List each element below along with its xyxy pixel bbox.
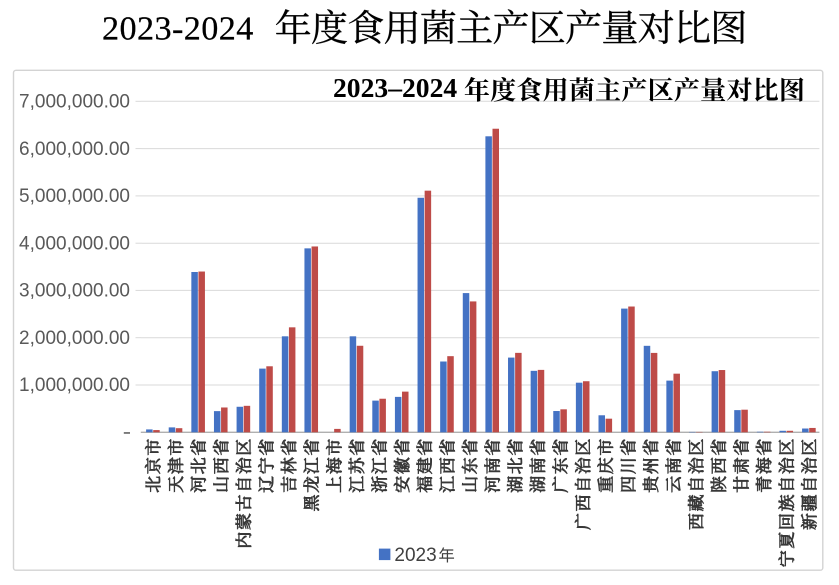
svg-text:2023–2024: 2023–2024 <box>333 72 457 103</box>
svg-text:2023-2024: 2023-2024 <box>102 11 254 48</box>
svg-text:5,000,000.00: 5,000,000.00 <box>19 186 130 207</box>
svg-text:6,000,000.00: 6,000,000.00 <box>19 139 130 160</box>
svg-text:1,000,000.00: 1,000,000.00 <box>19 375 130 396</box>
svg-text:7,000,000.00: 7,000,000.00 <box>19 92 130 113</box>
svg-text:4,000,000.00: 4,000,000.00 <box>19 233 130 254</box>
svg-text:2023: 2023 <box>394 545 436 566</box>
svg-text:2,000,000.00: 2,000,000.00 <box>19 328 130 349</box>
svg-text:3,000,000.00: 3,000,000.00 <box>19 281 130 302</box>
